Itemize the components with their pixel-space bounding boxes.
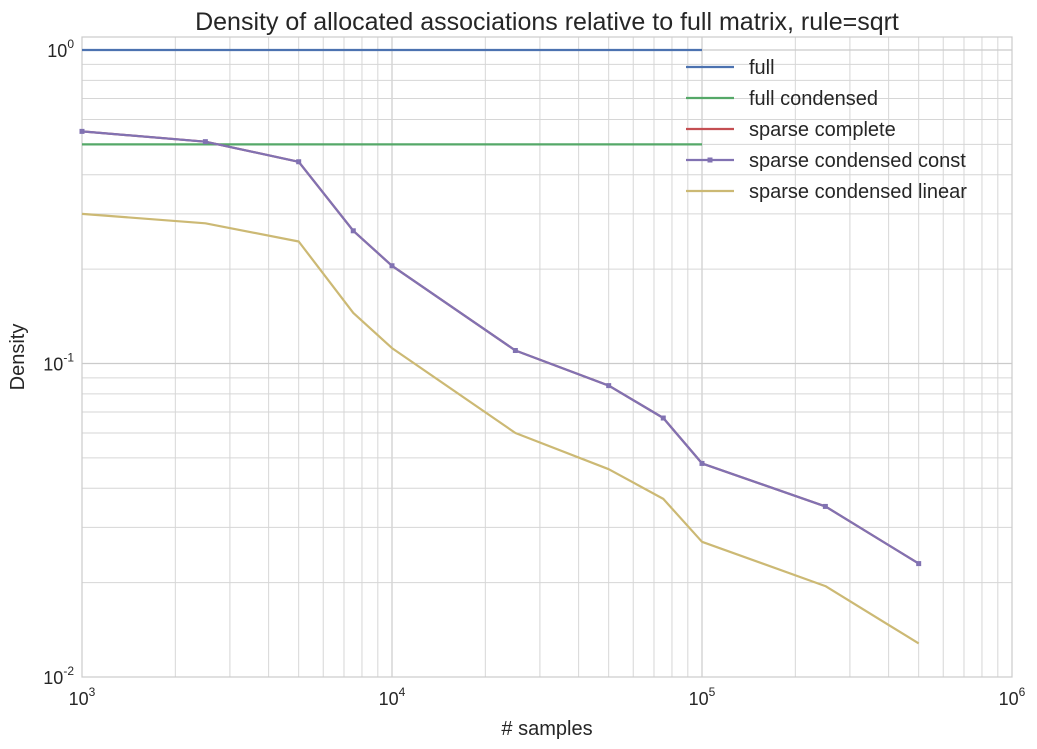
x-axis-label: # samples	[501, 718, 592, 740]
legend-label-full: full	[749, 57, 775, 79]
x-tick-label: 103	[69, 685, 96, 709]
x-tick-label-base: 10	[689, 689, 709, 709]
data-point-sparse-condensed-const	[79, 128, 85, 134]
data-point-sparse-condensed-const	[606, 383, 612, 389]
plot-frame	[81, 36, 1013, 678]
y-axis-label: Density	[7, 324, 29, 391]
data-point-sparse-condensed-const	[296, 159, 302, 165]
data-point-sparse-condensed-const	[699, 460, 705, 466]
chart-title: Density of allocated associations relati…	[195, 8, 899, 36]
data-point-sparse-condensed-const	[350, 228, 356, 234]
x-tick-label: 104	[379, 685, 406, 709]
series-line-sparse-condensed-linear	[81, 212, 920, 645]
data-point-sparse-condensed-const	[822, 503, 828, 509]
y-tick-label-base: 10	[43, 668, 63, 688]
legend-label-sparse-condensed-const: sparse condensed const	[749, 150, 966, 172]
x-tick-label: 106	[999, 685, 1026, 709]
x-tick-label-base: 10	[69, 689, 89, 709]
y-tick-label-base: 10	[43, 354, 63, 374]
series-layer	[79, 48, 922, 645]
y-tick-label: 10-2	[43, 664, 74, 688]
legend: full full condensed sparse complete sparse …	[686, 57, 967, 203]
legend-label-sparse-condensed-linear: sparse condensed linear	[749, 181, 967, 203]
legend-label-full-condensed: full condensed	[749, 88, 878, 110]
y-tick-label-exponent: -2	[63, 664, 74, 678]
y-tick-label-exponent: 0	[67, 37, 74, 51]
data-point-sparse-condensed-const	[660, 415, 666, 421]
y-tick-label: 10-1	[43, 350, 74, 374]
data-point-sparse-condensed-const	[389, 263, 395, 269]
x-tick-label-base: 10	[379, 689, 399, 709]
x-tick-label-base: 10	[999, 689, 1019, 709]
x-tick-label-exponent: 3	[89, 685, 96, 699]
x-tick-label-exponent: 6	[1019, 685, 1026, 699]
legend-label-sparse-complete: sparse complete	[749, 119, 896, 141]
data-point-sparse-condensed-const	[202, 139, 208, 145]
legend-marker-sparse-condensed-const	[707, 157, 713, 163]
y-tick-label-base: 10	[47, 41, 67, 61]
x-tick-label-exponent: 4	[399, 685, 406, 699]
y-tick-label-exponent: -1	[63, 350, 74, 364]
x-tick-label-exponent: 5	[709, 685, 716, 699]
y-tick-label: 100	[47, 37, 74, 61]
x-tick-label: 105	[689, 685, 716, 709]
data-point-sparse-condensed-const	[512, 348, 518, 354]
data-point-sparse-condensed-const	[916, 561, 922, 567]
